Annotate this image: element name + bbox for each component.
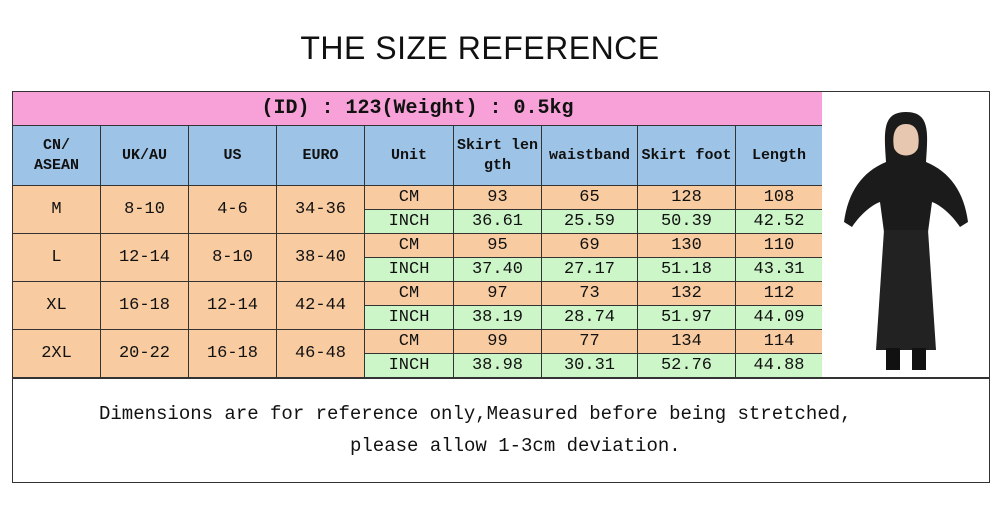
column-header: Skirt length <box>453 125 542 186</box>
measure-cell: 99 <box>453 329 542 354</box>
column-header: Unit <box>364 125 454 186</box>
measure-cell: 51.18 <box>637 257 736 282</box>
size-cell: 4-6 <box>188 185 277 234</box>
measure-cell: 112 <box>734 281 824 306</box>
boot <box>912 348 926 370</box>
data-row: M 8-10 4-6 34-36 CM 93 65 128 108 <box>12 185 824 234</box>
measure-cell: 42.52 <box>734 209 824 234</box>
measure-cell: 44.09 <box>734 305 824 330</box>
column-header: Length <box>734 125 824 186</box>
size-cell: M <box>12 185 101 234</box>
unit-cell: INCH <box>364 305 454 330</box>
measure-cell: 69 <box>541 233 638 258</box>
data-row: XL 16-18 12-14 42-44 CM 97 73 132 112 <box>12 281 824 330</box>
header-row: CN/ ASEAN UK/AU US EURO Unit Skirt length wais… <box>12 125 824 186</box>
product-photo <box>822 91 990 378</box>
measure-cell: 51.97 <box>637 305 736 330</box>
note-line: please allow 1-3cm deviation. <box>350 435 681 457</box>
unit-cell: CM <box>364 233 454 258</box>
data-row: INCH 38.19 28.74 51.97 44.09 <box>13 305 824 330</box>
column-header: waistband <box>541 125 638 186</box>
data-row: L 12-14 8-10 38-40 CM 95 69 130 110 <box>12 233 824 282</box>
unit-cell: INCH <box>364 209 454 234</box>
measure-cell: 50.39 <box>637 209 736 234</box>
measure-cell: 93 <box>453 185 542 210</box>
unit-cell: CM <box>364 329 454 354</box>
column-header: Skirt foot <box>637 125 736 186</box>
title: THE SIZE REFERENCE <box>300 30 660 66</box>
measure-cell: 25.59 <box>541 209 638 234</box>
data-row: INCH 37.40 27.17 51.18 43.31 <box>13 257 824 282</box>
measure-cell: 134 <box>637 329 736 354</box>
measure-cell: 52.76 <box>637 353 736 378</box>
measure-cell: 108 <box>734 185 824 210</box>
measure-cell: 37.40 <box>453 257 542 282</box>
measure-cell: 27.17 <box>541 257 638 282</box>
skirt <box>876 230 936 350</box>
size-cell: 8-10 <box>188 233 277 282</box>
size-cell: 46-48 <box>276 329 365 378</box>
unit-cell: INCH <box>364 353 454 378</box>
boot <box>886 348 900 370</box>
data-row: INCH 38.98 30.31 52.76 44.88 <box>13 353 824 378</box>
size-cell: 8-10 <box>100 185 189 234</box>
unit-cell: INCH <box>364 257 454 282</box>
note-line: Dimensions are for reference only,Measur… <box>99 403 852 425</box>
measure-cell: 36.61 <box>453 209 542 234</box>
data-row: 2XL 20-22 16-18 46-48 CM 99 77 134 114 <box>12 329 824 378</box>
measure-cell: 130 <box>637 233 736 258</box>
measure-cell: 77 <box>541 329 638 354</box>
measure-cell: 73 <box>541 281 638 306</box>
size-cell: 16-18 <box>188 329 277 378</box>
size-cell: 42-44 <box>276 281 365 330</box>
unit-cell: CM <box>364 185 454 210</box>
banner: (ID) : 123(Weight) : 0.5kg <box>11 91 824 126</box>
size-cell: 12-14 <box>188 281 277 330</box>
size-cell: L <box>12 233 101 282</box>
measure-cell: 65 <box>541 185 638 210</box>
measure-cell: 114 <box>734 329 824 354</box>
face <box>892 123 920 157</box>
column-header: UK/AU <box>100 125 189 186</box>
measure-cell: 30.31 <box>541 353 638 378</box>
measure-cell: 43.31 <box>734 257 824 282</box>
size-cell: 2XL <box>12 329 101 378</box>
unit-cell: CM <box>364 281 454 306</box>
measure-cell: 28.74 <box>541 305 638 330</box>
size-cell: 12-14 <box>100 233 189 282</box>
measure-cell: 128 <box>637 185 736 210</box>
size-cell: 16-18 <box>100 281 189 330</box>
measure-cell: 110 <box>734 233 824 258</box>
note-box: Dimensions are for reference only,Measur… <box>12 378 990 483</box>
measure-cell: 95 <box>453 233 542 258</box>
column-header: US <box>188 125 277 186</box>
size-cell: 38-40 <box>276 233 365 282</box>
size-cell: 34-36 <box>276 185 365 234</box>
measure-cell: 132 <box>637 281 736 306</box>
column-header: CN/ ASEAN <box>12 125 101 186</box>
size-cell: XL <box>12 281 101 330</box>
measure-cell: 38.98 <box>453 353 542 378</box>
column-header: EURO <box>276 125 365 186</box>
size-cell: 20-22 <box>100 329 189 378</box>
size-table: (ID) : 123(Weight) : 0.5kg CN/ ASEAN UK/AU… <box>11 91 824 378</box>
measure-cell: 97 <box>453 281 542 306</box>
measure-cell: 38.19 <box>453 305 542 330</box>
data-row: INCH 36.61 25.59 50.39 42.52 <box>13 209 824 234</box>
measure-cell: 44.88 <box>734 353 824 378</box>
banner-row: (ID) : 123(Weight) : 0.5kg <box>11 91 824 126</box>
hijab <box>844 112 968 232</box>
